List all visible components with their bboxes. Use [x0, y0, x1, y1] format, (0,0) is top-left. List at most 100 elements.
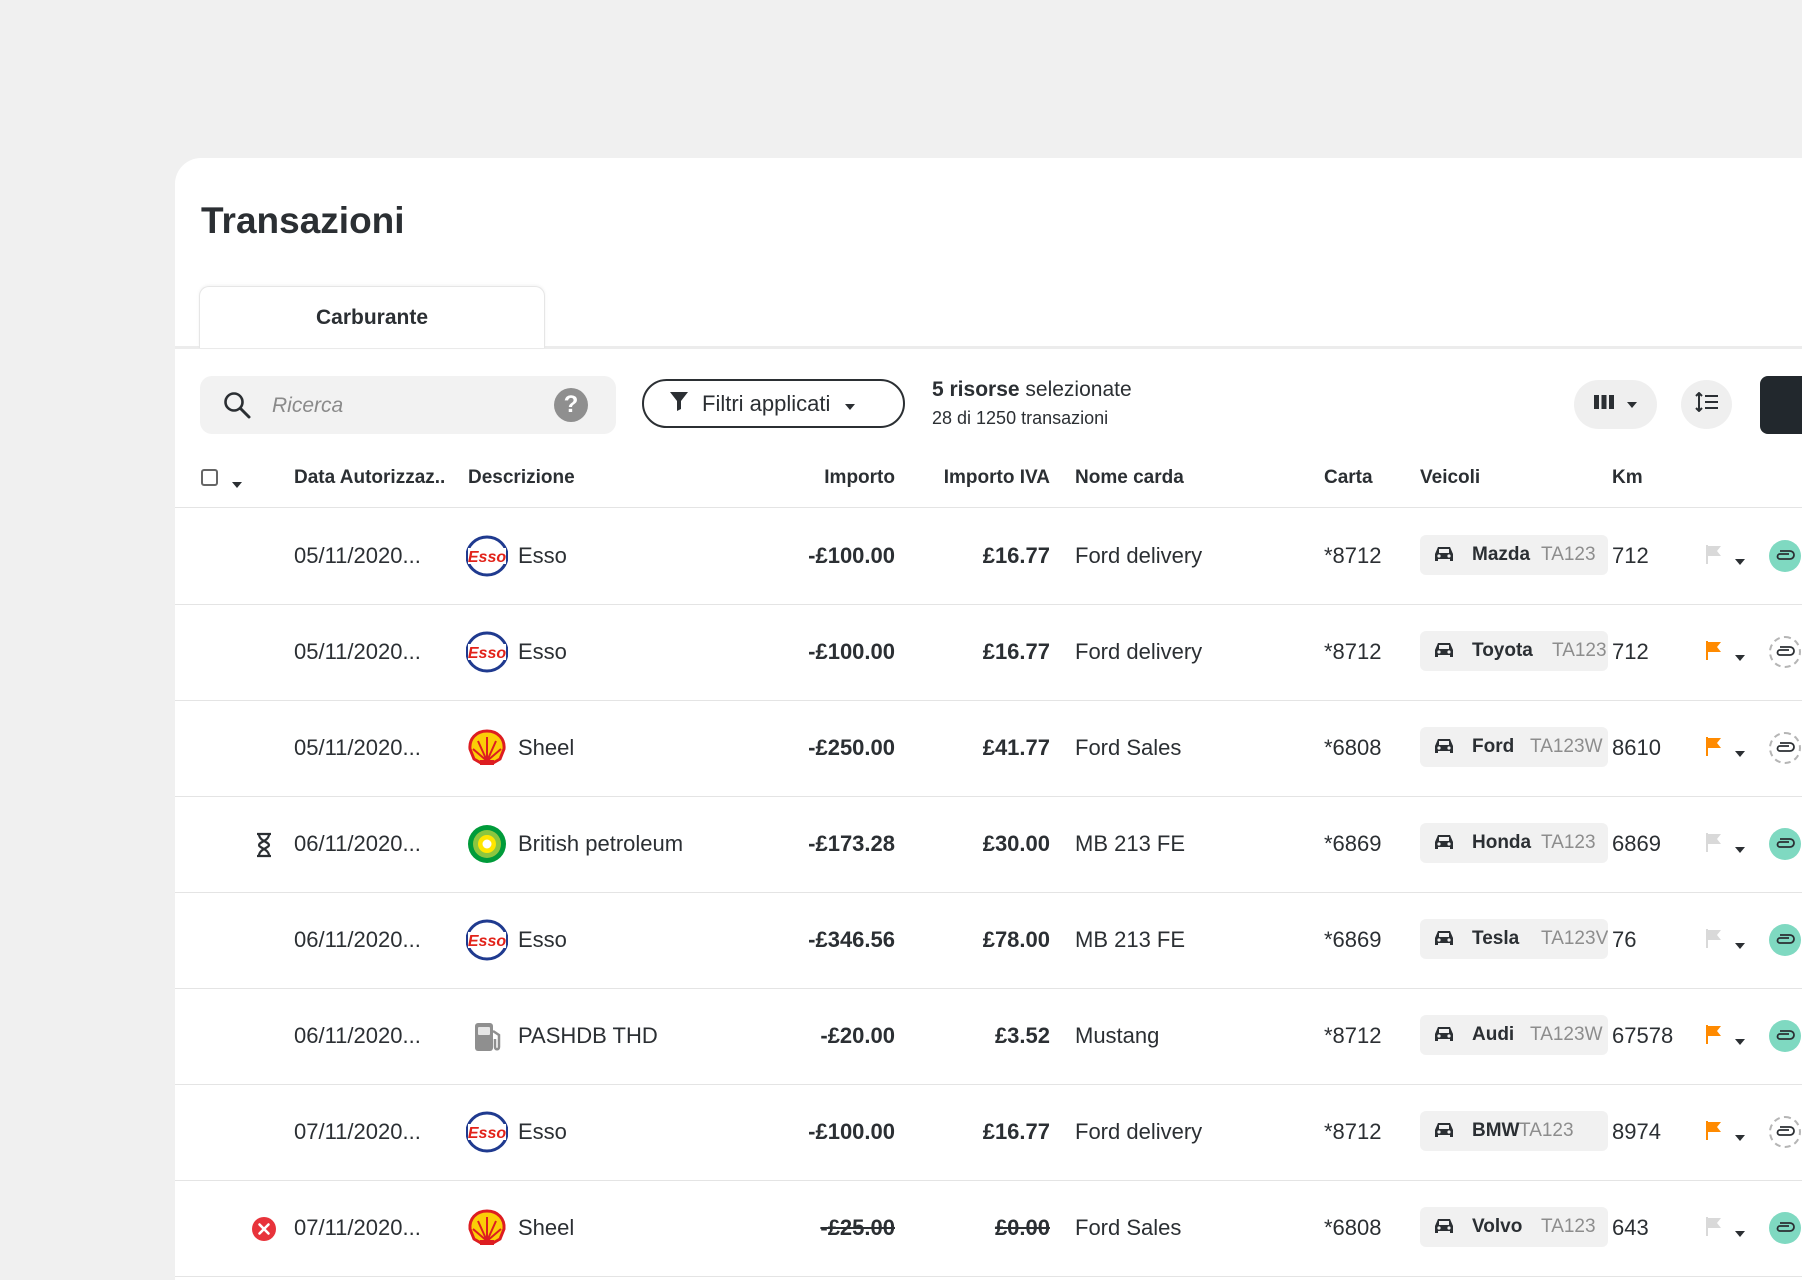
column-header-date[interactable]: Data Autorizzaz..	[294, 467, 446, 488]
card-cell: *8712	[1324, 543, 1382, 568]
card-name-cell: MB 213 FE	[1075, 831, 1186, 856]
column-header-vat[interactable]: Importo IVA	[943, 467, 1050, 488]
amount-cell: -£173.28	[808, 831, 895, 856]
amount-cell: -£100.00	[808, 1119, 895, 1144]
km-cell: 712	[1612, 639, 1649, 664]
search-input[interactable]	[270, 386, 544, 426]
column-header-card[interactable]: Carta	[1324, 467, 1373, 488]
flag-icon[interactable]	[1705, 544, 1723, 569]
card-cell: *6808	[1324, 1215, 1382, 1240]
card-cell: *6808	[1324, 735, 1382, 760]
selection-info: 5 risorse selezionate 28 di 1250 transaz…	[932, 378, 1132, 429]
flag-icon[interactable]	[1705, 832, 1723, 857]
chevron-down-icon[interactable]	[1735, 936, 1745, 954]
table-row[interactable]: 07/11/2020... Esso Esso -£100.00 £16.77 Ford …	[175, 1084, 1802, 1181]
columns-button[interactable]	[1574, 380, 1657, 429]
chevron-down-icon[interactable]	[1735, 840, 1745, 858]
chevron-down-icon[interactable]	[1735, 552, 1745, 570]
attachment-icon[interactable]	[1769, 540, 1801, 572]
table-header: Data Autorizzaz.. Descrizione Importo Im…	[175, 448, 1802, 508]
vehicle-chip[interactable]: Tesla TA123V	[1420, 919, 1608, 959]
table-row[interactable]: 06/11/2020... Esso Esso -£346.56 £78.00 MB 21…	[175, 892, 1802, 989]
km-cell: 643	[1612, 1215, 1649, 1240]
vehicle-chip[interactable]: Audi TA123W	[1420, 1015, 1608, 1055]
column-header-card-name[interactable]: Nome carda	[1075, 467, 1184, 488]
date-cell: 05/11/2020...	[294, 639, 421, 664]
vat-cell: £78.00	[982, 927, 1050, 952]
vat-cell: £16.77	[982, 543, 1050, 568]
attachment-icon[interactable]	[1769, 732, 1801, 764]
table-row[interactable]: 05/11/2020... Esso Esso -£100.00 £16.77 Ford …	[175, 604, 1802, 701]
vehicle-plate: TA123	[1519, 1120, 1574, 1141]
flag-icon[interactable]	[1705, 928, 1723, 953]
primary-action-button[interactable]	[1760, 376, 1802, 434]
flag-icon[interactable]	[1705, 640, 1723, 665]
select-all-checkbox[interactable]	[201, 469, 218, 486]
transactions-panel: Transazioni Carburante ? Filtri applicat…	[175, 158, 1802, 1280]
vehicle-chip[interactable]: Mazda TA123	[1420, 535, 1608, 575]
vehicle-chip[interactable]: Toyota TA123	[1420, 631, 1608, 671]
error-icon	[251, 1216, 277, 1242]
esso-logo-icon: Esso	[465, 1111, 509, 1153]
table-row[interactable]: 05/11/2020... Sheel -£250.00 £41.77 Ford Sal…	[175, 700, 1802, 797]
attachment-icon[interactable]	[1769, 828, 1801, 860]
row-density-button[interactable]	[1681, 380, 1732, 429]
svg-text:Esso: Esso	[468, 1125, 506, 1142]
vat-cell: £41.77	[982, 735, 1050, 760]
shell-logo-icon	[466, 1207, 508, 1249]
table-row[interactable]: 06/11/2020... PASHDB THD -£20.00 £3.52 Musta…	[175, 988, 1802, 1085]
column-header-description[interactable]: Descrizione	[468, 467, 575, 488]
car-icon	[1433, 833, 1455, 856]
flag-icon[interactable]	[1705, 1120, 1723, 1145]
date-cell: 06/11/2020...	[294, 1023, 421, 1048]
attachment-icon[interactable]	[1769, 1212, 1801, 1244]
vehicle-chip[interactable]: BMW TA123	[1420, 1111, 1608, 1151]
vehicle-chip[interactable]: Honda TA123	[1420, 823, 1608, 863]
vehicle-chip[interactable]: Volvo TA123	[1420, 1207, 1608, 1247]
chevron-down-icon[interactable]	[1735, 648, 1745, 666]
attachment-icon[interactable]	[1769, 1020, 1801, 1052]
chevron-down-icon[interactable]	[1735, 1128, 1745, 1146]
amount-cell: -£100.00	[808, 639, 895, 664]
card-cell: *8712	[1324, 1119, 1382, 1144]
chevron-down-icon[interactable]	[1735, 1224, 1745, 1242]
help-icon[interactable]: ?	[554, 388, 588, 422]
table-row[interactable]: 07/11/2020... Sheel -£25.00 £0.00 Ford Sales…	[175, 1180, 1802, 1277]
car-icon	[1433, 641, 1455, 664]
car-icon	[1433, 929, 1455, 952]
description-cell: PASHDB THD	[518, 1023, 658, 1048]
attachment-icon[interactable]	[1769, 636, 1801, 668]
vehicle-chip[interactable]: Ford TA123W	[1420, 727, 1608, 767]
vehicle-name: Honda	[1472, 832, 1532, 853]
flag-icon[interactable]	[1705, 1216, 1723, 1241]
table-row[interactable]: 06/11/2020... British petroleum -£173.28 £3…	[175, 796, 1802, 893]
vehicle-plate: TA123	[1541, 544, 1596, 565]
attachment-icon[interactable]	[1769, 1116, 1801, 1148]
tab-carburante[interactable]: Carburante	[199, 286, 545, 348]
column-header-amount[interactable]: Importo	[824, 467, 895, 488]
card-cell: *8712	[1324, 1023, 1382, 1048]
flag-icon[interactable]	[1705, 1024, 1723, 1049]
column-header-km[interactable]: Km	[1612, 467, 1643, 488]
vehicle-name: Ford	[1472, 736, 1515, 757]
shell-logo-icon	[466, 727, 508, 769]
esso-logo-icon: Esso	[465, 535, 509, 577]
chevron-down-icon[interactable]	[232, 475, 242, 493]
search-icon	[222, 390, 252, 425]
description-cell: Esso	[518, 543, 567, 568]
amount-cell: -£20.00	[820, 1023, 895, 1048]
columns-icon	[1593, 395, 1614, 414]
description-cell: Sheel	[518, 1215, 575, 1240]
vehicle-plate: TA123	[1552, 640, 1607, 661]
attachment-icon[interactable]	[1769, 924, 1801, 956]
flag-icon[interactable]	[1705, 736, 1723, 761]
vehicle-name: Toyota	[1472, 640, 1533, 661]
table-row[interactable]: 05/11/2020... Esso Esso -£100.00 £16.77 Ford …	[175, 508, 1802, 605]
card-name-cell: Mustang	[1075, 1023, 1160, 1048]
chevron-down-icon[interactable]	[1735, 744, 1745, 762]
vehicle-name: Mazda	[1472, 544, 1531, 565]
filter-button[interactable]: Filtri applicati	[642, 379, 905, 428]
sort-lines-icon	[1694, 391, 1719, 417]
chevron-down-icon[interactable]	[1735, 1032, 1745, 1050]
column-header-vehicles[interactable]: Veicoli	[1420, 467, 1481, 488]
